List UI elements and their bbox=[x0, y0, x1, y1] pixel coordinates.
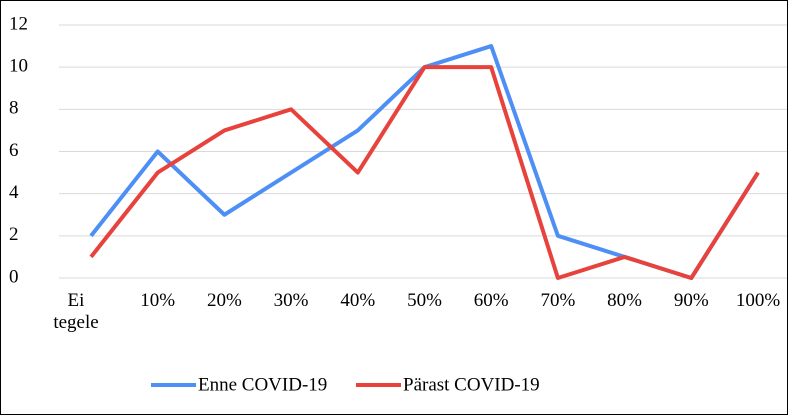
y-tick-label: 12 bbox=[9, 13, 28, 34]
y-tick-label: 6 bbox=[9, 140, 19, 161]
y-tick-label: 4 bbox=[9, 182, 19, 203]
x-tick-label: 30% bbox=[273, 290, 309, 311]
x-tick-label: 10% bbox=[140, 290, 176, 311]
x-tick-label: 60% bbox=[473, 290, 509, 311]
y-tick-label: 8 bbox=[9, 98, 19, 119]
x-tick-label: 20% bbox=[206, 290, 242, 311]
legend-label: Enne COVID-19 bbox=[198, 374, 327, 395]
x-tick-label: 90% bbox=[673, 290, 709, 311]
x-tick-label: 40% bbox=[340, 290, 376, 311]
series-line bbox=[89, 44, 760, 280]
x-tick-label: 100% bbox=[735, 290, 781, 311]
legend-label: Pärast COVID-19 bbox=[403, 374, 540, 395]
series-line bbox=[89, 65, 760, 280]
y-tick-label: 2 bbox=[9, 224, 19, 245]
x-tick-label: Ei tegele bbox=[53, 290, 99, 333]
y-tick-label: 10 bbox=[9, 56, 28, 77]
x-tick-label: 80% bbox=[607, 290, 642, 311]
x-tick-label: 50% bbox=[407, 290, 442, 311]
x-tick-label: 70% bbox=[540, 290, 576, 311]
y-tick-label: 0 bbox=[9, 266, 19, 287]
